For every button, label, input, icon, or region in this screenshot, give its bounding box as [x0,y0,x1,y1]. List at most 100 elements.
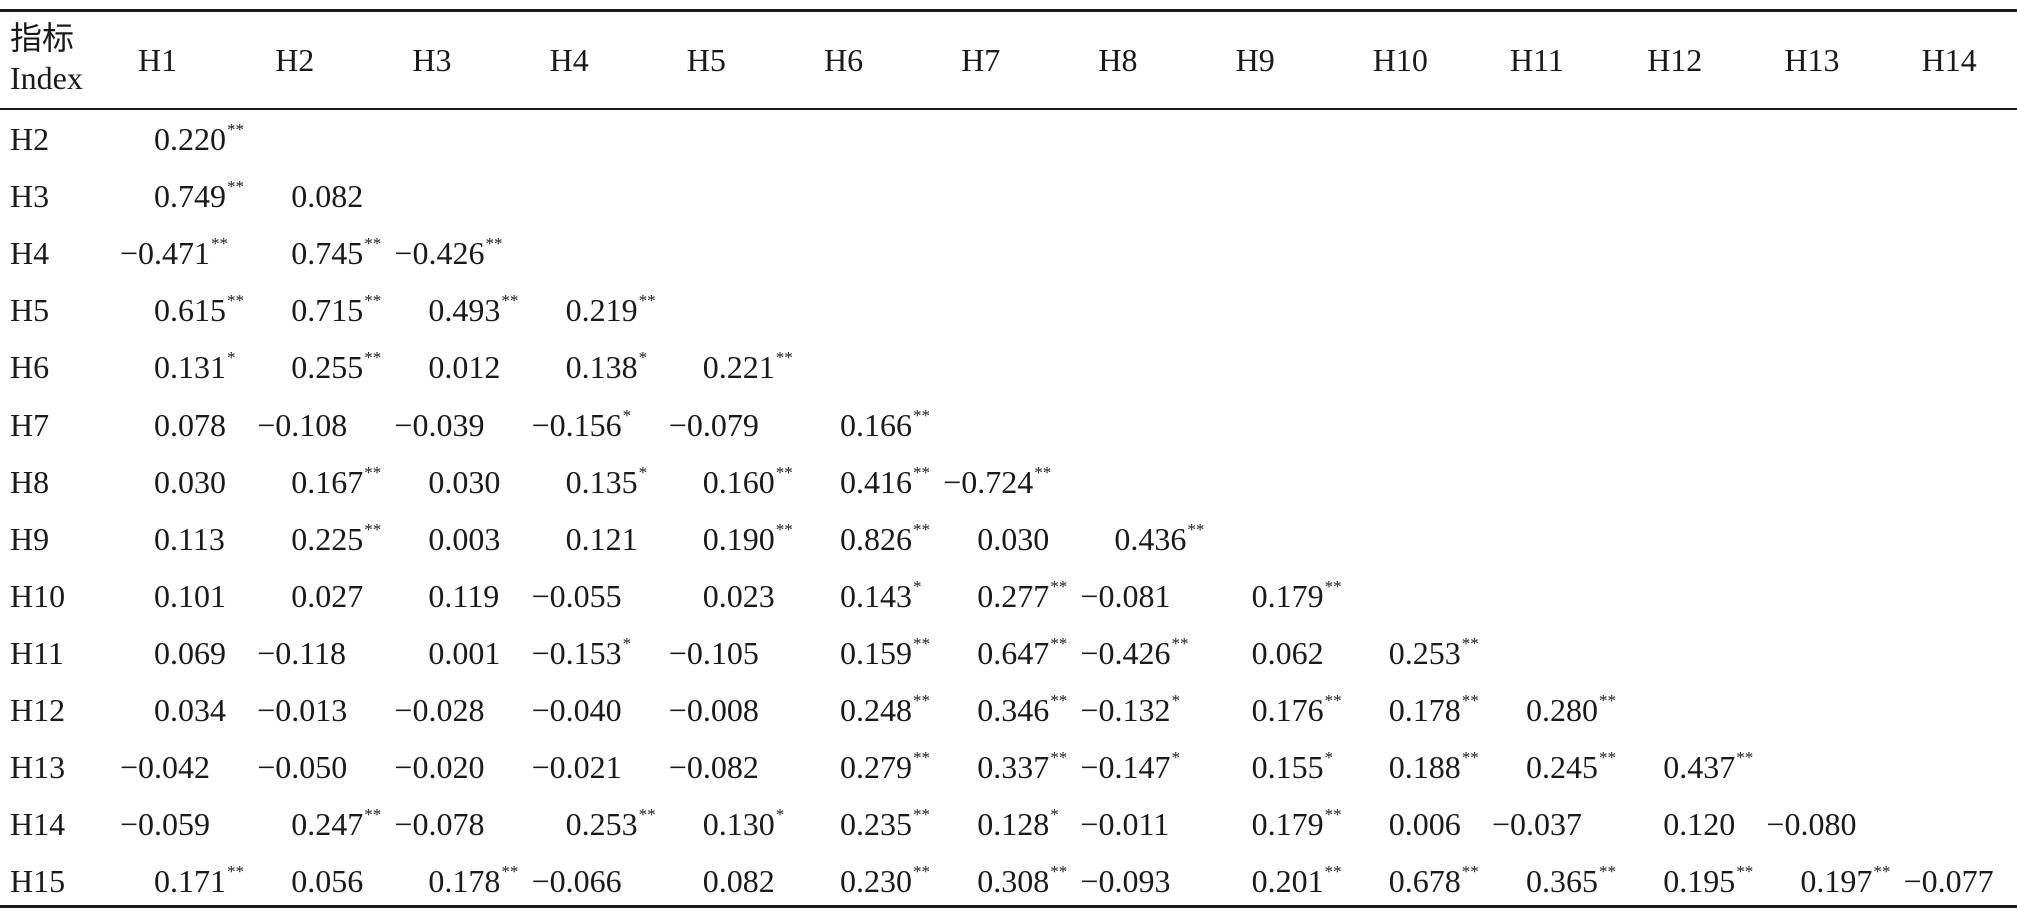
cell-value: 0.230 [840,863,912,900]
row-label-h13: H13 [10,749,66,786]
significance-marker: ** [1461,633,1479,653]
bottom-rule [0,905,2017,908]
cell-value: 0.253 [565,806,638,843]
cell-h10-h4: −0.055 [532,578,622,614]
column-header-h3: H3 [412,42,452,78]
significance-marker: ** [1873,862,1891,882]
cell-h4-h1: −0.471** [120,235,228,271]
significance-marker: * [638,462,648,482]
significance-marker: ** [227,291,244,311]
cell-value: 0.437 [1663,749,1736,786]
cell-value: −0.011 [1080,806,1170,843]
cell-value: 0.003 [428,520,501,557]
cell-value: 0.493 [428,292,501,329]
cell-h14-h1: −0.059 [120,806,210,842]
cell-h9-h7: 0.030 [977,521,1049,557]
significance-marker: * [1050,805,1059,825]
cell-value: 0.128 [977,806,1050,843]
significance-marker: * [913,576,922,596]
cell-h12-h5: −0.008 [669,692,759,728]
cell-h12-h9: 0.176** [1252,692,1342,728]
cell-value: −0.132 [1080,692,1171,728]
cell-value: 0.279 [840,749,912,786]
cell-value: −0.079 [668,406,759,443]
cell-h10-h6: 0.143* [840,578,922,614]
significance-marker: ** [913,805,930,825]
cell-value: 0.138 [565,349,638,386]
significance-marker: ** [638,291,656,311]
cell-h6-h4: 0.138* [566,349,648,385]
cell-value: −0.082 [668,749,759,786]
cell-h11-h1: 0.069 [154,635,226,671]
cell-value: −0.021 [531,749,622,786]
cell-value: 0.248 [840,692,912,728]
cell-h10-h8: −0.081 [1080,578,1170,614]
cell-h13-h12: 0.437** [1663,749,1753,785]
cell-h14-h12: 0.120 [1663,806,1735,842]
cell-value: −0.426 [394,235,485,272]
cell-value: −0.153 [531,634,622,671]
cell-value: 0.119 [428,577,500,614]
cell-value: −0.077 [1903,863,1994,900]
cell-h10-h7: 0.277** [977,578,1067,614]
cell-h15-h3: 0.178** [428,863,518,899]
column-header-h8: H8 [1098,42,1138,78]
row-label-h10: H10 [10,577,66,614]
column-header-h6: H6 [824,42,864,78]
cell-value: 0.647 [977,634,1050,671]
significance-marker: ** [1736,862,1754,882]
cell-value: −0.118 [257,634,347,671]
cell-h12-h4: −0.040 [532,692,622,728]
cell-value: 0.337 [977,749,1050,786]
cell-h15-h12: 0.195** [1663,863,1753,899]
cell-value: −0.081 [1080,577,1171,614]
cell-h15-h5: 0.082 [703,863,775,899]
cell-value: 0.197 [1800,863,1873,900]
cell-h7-h5: −0.079 [669,407,759,443]
cell-h10-h1: 0.101 [154,578,226,614]
significance-marker: ** [913,462,930,482]
significance-marker: ** [227,177,244,197]
significance-marker: ** [211,234,229,254]
cell-value: 0.255 [291,349,364,386]
cell-value: 0.220 [154,121,226,157]
cell-h7-h3: −0.039 [394,407,484,443]
cell-value: −0.037 [1492,806,1583,843]
significance-marker: * [1171,691,1180,710]
significance-marker: ** [913,405,930,425]
cell-value: 0.176 [1251,692,1324,728]
cell-value: 0.221 [702,349,775,386]
significance-marker: ** [1461,748,1479,768]
cell-value: 0.082 [291,178,364,215]
cell-h9-h1: 0.113 [154,521,225,557]
index-label-cn: 指标 [10,20,75,56]
significance-marker: ** [1324,862,1342,882]
significance-marker: ** [1324,805,1342,825]
cell-h12-h11: 0.280** [1526,692,1616,728]
cell-h11-h10: 0.253** [1389,635,1479,671]
cell-h12-h10: 0.178** [1389,692,1479,728]
significance-marker: ** [1050,691,1068,710]
cell-value: −0.156 [531,406,622,443]
cell-h15-h9: 0.201** [1252,863,1342,899]
row-label-h8: H8 [10,463,50,500]
cell-value: 0.101 [154,577,226,614]
significance-marker: ** [1171,633,1189,653]
cell-value: 0.034 [154,692,226,728]
cell-h14-h8: −0.011 [1080,806,1169,842]
cell-value: 0.235 [840,806,912,843]
significance-marker: ** [1599,862,1616,882]
cell-h9-h8: 0.436** [1114,521,1204,557]
cell-h5-h2: 0.715** [291,292,381,328]
column-header-h2: H2 [275,42,315,78]
cell-h14-h9: 0.179** [1252,806,1342,842]
cell-h15-h14: −0.077 [1904,863,1994,899]
cell-h3-h1: 0.749** [154,178,244,214]
significance-marker: * [638,348,648,368]
row-label-h2: H2 [10,121,50,157]
significance-marker: ** [1050,748,1068,768]
cell-h12-h6: 0.248** [840,692,930,728]
cell-h11-h2: −0.118 [257,635,346,671]
cell-h15-h6: 0.230** [840,863,930,899]
cell-h9-h4: 0.121 [566,521,638,557]
